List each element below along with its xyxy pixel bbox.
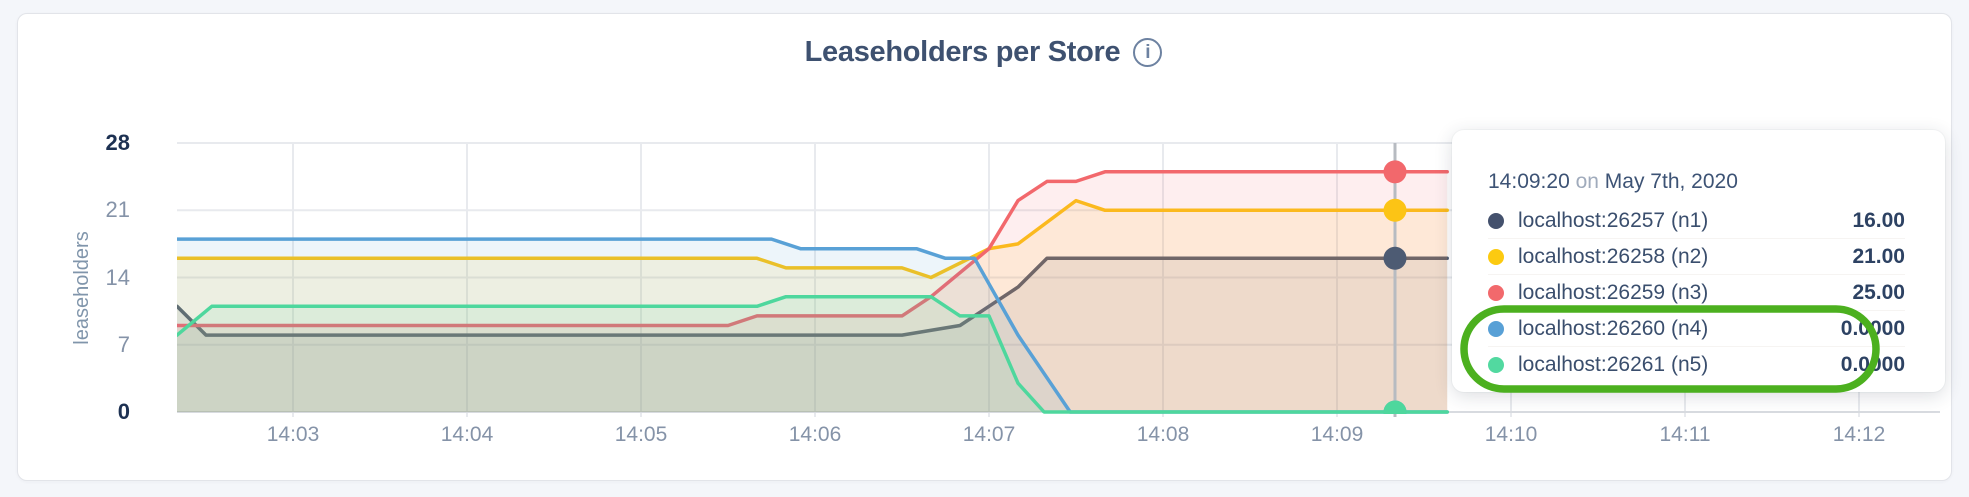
x-tick-label: 14:08 [1136, 423, 1190, 446]
tooltip-row: localhost:26257 (n1) 16.00 [1488, 203, 1905, 238]
info-icon[interactable]: i [1133, 38, 1163, 67]
tooltip-series-value: 25.00 [1852, 280, 1905, 304]
tooltip-series-value: 21.00 [1852, 244, 1905, 268]
tooltip-row: localhost:26259 (n3) 25.00 [1488, 274, 1905, 310]
tooltip-series-label: localhost:26258 (n2) [1518, 244, 1709, 268]
tooltip-row: localhost:26260 (n4) 0.0000 [1488, 310, 1905, 346]
x-tick-label: 14:04 [440, 423, 494, 446]
y-tick-label: 14 [105, 264, 130, 290]
y-tick-label: 0 [117, 399, 130, 424]
x-tick-label: 14:07 [962, 423, 1016, 446]
tooltip-on-word: on [1575, 170, 1599, 193]
tooltip-rows: localhost:26257 (n1) 16.00 localhost:26258… [1488, 203, 1905, 382]
tooltip-series-value: 0.0000 [1840, 316, 1905, 340]
tooltip-series-label: localhost:26261 (n5) [1518, 352, 1709, 376]
x-tick-label: 14:05 [614, 423, 668, 446]
tooltip-timestamp: 14:09:20 on May 7th, 2020 [1488, 170, 1905, 194]
chart-header: Leaseholders per Store i [17, 36, 1950, 69]
tooltip-row: localhost:26261 (n5) 0.0000 [1488, 346, 1905, 382]
tooltip-time: 14:09:20 [1488, 170, 1570, 193]
x-tick-label: 14:09 [1310, 423, 1364, 446]
y-tick-label: 7 [117, 331, 130, 357]
y-tick-label: 28 [105, 130, 130, 155]
series-dot-icon [1488, 212, 1504, 229]
series-dot-icon [1488, 320, 1504, 337]
x-tick-label: 14:10 [1484, 423, 1538, 446]
tooltip-date: May 7th, 2020 [1604, 170, 1738, 193]
series-dot-icon [1488, 356, 1504, 373]
series-dot-icon [1488, 248, 1504, 265]
hover-tooltip: 14:09:20 on May 7th, 2020 localhost:2625… [1452, 130, 1945, 392]
tooltip-series-value: 0.0000 [1840, 352, 1905, 376]
tooltip-series-label: localhost:26257 (n1) [1518, 208, 1709, 232]
x-tick-label: 14:12 [1832, 423, 1886, 446]
x-tick-label: 14:06 [788, 423, 842, 446]
x-tick-label: 14:11 [1659, 423, 1711, 446]
tooltip-series-label: localhost:26260 (n4) [1518, 316, 1709, 340]
series-dot-icon [1488, 284, 1504, 301]
tooltip-row: localhost:26258 (n2) 21.00 [1488, 238, 1905, 274]
tooltip-series-value: 16.00 [1852, 208, 1905, 232]
tooltip-series-label: localhost:26259 (n3) [1518, 280, 1709, 304]
x-tick-label: 14:03 [266, 423, 320, 446]
chart-title: Leaseholders per Store [804, 36, 1121, 68]
y-tick-label: 21 [105, 197, 130, 223]
